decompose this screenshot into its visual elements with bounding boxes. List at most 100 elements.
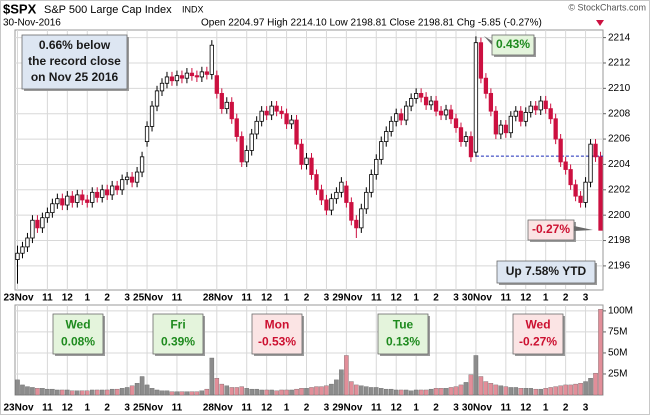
candle-body bbox=[95, 191, 100, 198]
candle-body bbox=[115, 185, 120, 191]
volume-bar bbox=[398, 389, 404, 396]
x-tick-label: 1 bbox=[413, 403, 419, 414]
x-tick-label: 11 bbox=[42, 403, 53, 414]
candle-body bbox=[399, 113, 404, 121]
volume-bar bbox=[159, 390, 165, 396]
x-tick-label: 23Nov bbox=[3, 293, 33, 304]
candle-body bbox=[538, 100, 543, 111]
candle-body bbox=[573, 184, 578, 197]
candle-body bbox=[354, 219, 359, 229]
candle-body bbox=[284, 113, 289, 125]
candle-body bbox=[70, 195, 75, 203]
candle-body bbox=[75, 194, 80, 203]
y-tick-label: 2204 bbox=[608, 159, 631, 170]
candle-body bbox=[468, 136, 474, 158]
candle-body bbox=[578, 195, 583, 203]
x-tick-label: 3 bbox=[583, 403, 589, 414]
volume-bar bbox=[593, 372, 598, 396]
candle-body bbox=[478, 42, 484, 79]
candle-body bbox=[418, 93, 424, 98]
candle-body bbox=[503, 124, 508, 134]
annotation-text: 0.13% bbox=[386, 335, 420, 349]
volume-bar bbox=[558, 385, 563, 396]
annotation-text: Up 7.58% YTD bbox=[506, 264, 587, 278]
volume-bar bbox=[214, 378, 220, 396]
x-tick-label: 30Nov bbox=[462, 403, 492, 414]
volume-bar bbox=[45, 388, 50, 396]
x-tick-label: 1 bbox=[84, 293, 90, 304]
candle-body bbox=[254, 120, 259, 135]
volume-bar bbox=[344, 355, 349, 396]
volume-bar bbox=[154, 389, 160, 396]
volume-bar bbox=[329, 383, 334, 396]
candle-body bbox=[224, 101, 229, 110]
y-tick-label: 2200 bbox=[608, 210, 631, 221]
volume-bar bbox=[194, 391, 200, 396]
volume-bar bbox=[543, 388, 548, 396]
candle-body bbox=[194, 75, 200, 78]
volume-bar bbox=[249, 388, 254, 396]
candle-body bbox=[389, 120, 394, 132]
candle-body bbox=[164, 76, 170, 84]
volume-bar bbox=[388, 388, 394, 396]
volume-bar bbox=[119, 388, 125, 396]
volume-bar bbox=[219, 383, 225, 396]
volume-bar bbox=[553, 386, 558, 396]
candle-body bbox=[289, 119, 294, 125]
volume-bar bbox=[453, 386, 459, 396]
candle-body bbox=[563, 161, 568, 170]
volume-bar bbox=[179, 391, 185, 396]
x-tick-label: 2 bbox=[563, 293, 569, 304]
x-tick-label: 11 bbox=[501, 403, 512, 414]
candle-body bbox=[314, 174, 319, 191]
volume-bar bbox=[458, 384, 464, 396]
x-tick-label: 12 bbox=[520, 403, 532, 414]
volume-bar bbox=[533, 388, 538, 396]
volume-bar bbox=[174, 391, 180, 396]
candle-body bbox=[498, 124, 503, 135]
x-tick-label: 2 bbox=[563, 403, 569, 414]
candle-body bbox=[119, 179, 125, 191]
candle-body bbox=[334, 191, 339, 200]
candle-body bbox=[304, 157, 309, 165]
volume-bar bbox=[169, 391, 175, 396]
volume-bar bbox=[299, 388, 304, 396]
volume-bar bbox=[70, 390, 75, 396]
volume-bar bbox=[20, 384, 25, 396]
y-tick-label: 2196 bbox=[608, 261, 631, 272]
candle-body bbox=[189, 72, 195, 77]
candle-body bbox=[259, 110, 264, 122]
y-tick-label: 2210 bbox=[608, 83, 631, 94]
y-tick-label: 2206 bbox=[608, 134, 631, 145]
volume-tick-label: 75M bbox=[608, 327, 627, 338]
x-tick-label: 11 bbox=[501, 293, 512, 304]
volume-bar bbox=[274, 390, 279, 396]
x-tick-label: 3 bbox=[583, 293, 589, 304]
annotation-text: 0.43% bbox=[496, 37, 530, 51]
candle-body bbox=[124, 176, 130, 181]
volume-panel bbox=[14, 304, 604, 396]
candle-body bbox=[523, 112, 528, 122]
candle-body bbox=[149, 105, 155, 127]
volume-bar bbox=[164, 390, 170, 396]
volume-bar bbox=[428, 388, 434, 396]
volume-bar bbox=[244, 388, 249, 396]
volume-tick-label: 100M bbox=[608, 306, 633, 317]
volume-bar bbox=[423, 389, 429, 396]
volume-bar bbox=[199, 390, 205, 396]
volume-bar bbox=[55, 389, 60, 396]
annotation-text: -0.53% bbox=[258, 335, 296, 349]
candle-body bbox=[184, 72, 190, 79]
candle-body bbox=[533, 105, 538, 111]
volume-bar bbox=[478, 376, 484, 396]
x-tick-label: 3 bbox=[324, 403, 330, 414]
candle-body bbox=[100, 189, 105, 198]
volume-bar bbox=[578, 383, 583, 396]
volume-tick-label: 25M bbox=[608, 369, 627, 380]
volume-bar bbox=[80, 390, 85, 396]
x-tick-label: 11 bbox=[42, 293, 53, 304]
volume-bar bbox=[30, 387, 35, 396]
annotation-box bbox=[52, 313, 104, 355]
candle-body bbox=[369, 174, 374, 193]
